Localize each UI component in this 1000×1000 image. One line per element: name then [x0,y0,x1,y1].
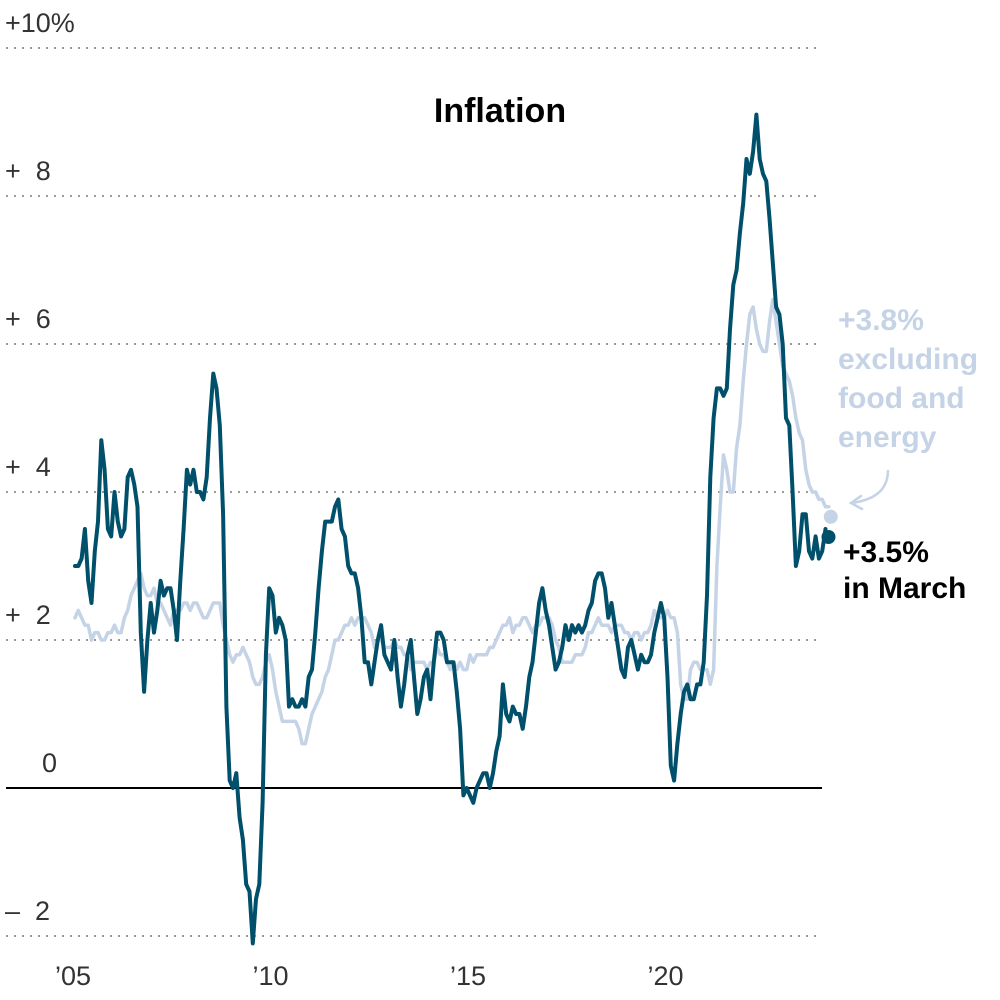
headline-end-label: +3.5% [843,536,929,569]
series-lines [73,112,890,946]
y-tick-label: – 2 [5,896,50,926]
core-annotation-arrow [851,469,890,505]
core-cpi-line [73,297,831,746]
series-end-labels: +3.8% excluding food and energy +3.5%in Marc… [838,304,978,605]
core-end-point [823,509,838,524]
y-tick-label: + 8 [5,156,51,186]
headline-cpi-line [73,112,828,946]
core-end-label: excluding [838,343,978,376]
arrow-head-icon [848,494,864,511]
y-tick-label: + 4 [5,452,51,482]
core-end-label: food and [838,382,965,415]
core-end-label: energy [838,421,937,454]
x-axis-ticks: ’05 ’10 ’15 ’20 [55,961,684,991]
x-tick-label: ’10 [252,961,288,991]
x-tick-label: ’20 [647,961,683,991]
core-end-label: +3.8% [838,304,924,337]
chart-title: Inflation [434,92,566,130]
x-tick-label: ’05 [55,961,91,991]
y-axis-ticks: +10% + 8 + 6 + 4 + 2 0 – 2 [5,8,75,926]
y-tick-label: +10% [5,8,75,38]
y-tick-label: + 6 [5,304,51,334]
y-tick-label: 0 [42,748,57,778]
headline-end-label: in March [843,572,966,605]
x-tick-label: ’15 [450,961,486,991]
y-tick-label: + 2 [5,600,51,630]
headline-end-point [821,530,836,544]
